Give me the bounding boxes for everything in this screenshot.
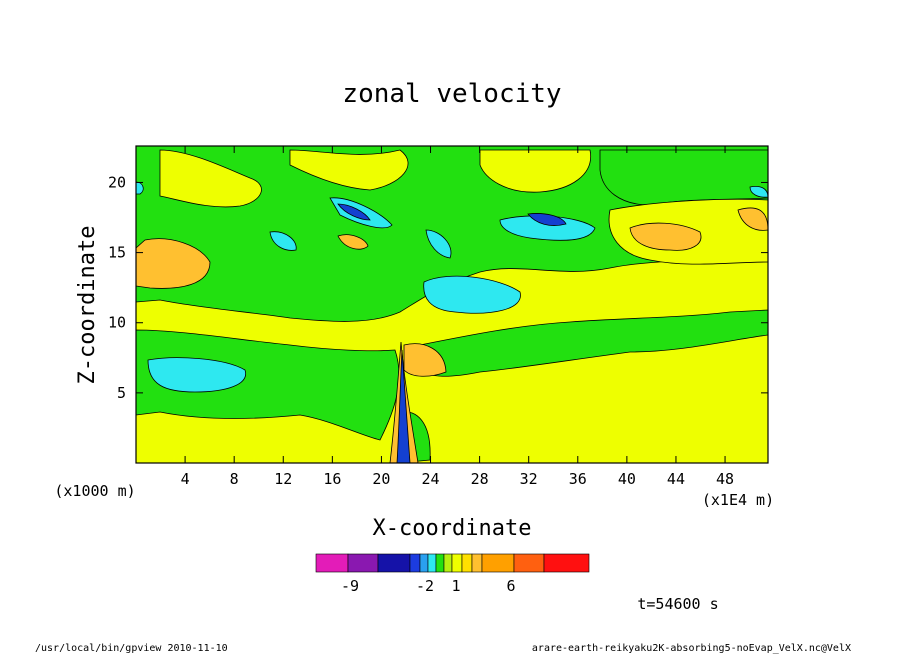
- colorbar-segment: [471, 553, 483, 573]
- y-axis-title: Z-coordinate: [75, 226, 100, 385]
- chart-title: zonal velocity: [342, 79, 561, 109]
- x-axis-title: X-coordinate: [373, 516, 532, 541]
- y-tick-label: 20: [108, 173, 126, 191]
- colorbar-segment: [481, 553, 515, 573]
- time-label: t=54600 s: [637, 595, 718, 613]
- colorbar-segment: [419, 553, 429, 573]
- field-orange-mid: [337, 234, 369, 250]
- x-tick-label: 40: [618, 470, 636, 488]
- colorbar-label: -2: [416, 577, 434, 595]
- footer-right: arare-earth-reikyaku2K-absorbing5-noEvap…: [532, 643, 851, 654]
- colorbar-segment: [451, 553, 463, 573]
- field-green-top-right: [599, 149, 768, 206]
- field-yellow-lobe-3: [479, 149, 592, 193]
- colorbar-segment: [543, 553, 590, 573]
- field-orange-left: [136, 238, 211, 289]
- y-axis-ticks: 5 10 15 20: [108, 173, 768, 402]
- x-tick-label: 44: [667, 470, 685, 488]
- field-orange-right-2: [737, 207, 768, 231]
- field-orange-jet-side: [403, 343, 447, 377]
- colorbar-segment: [347, 553, 379, 573]
- x-tick-label: 36: [569, 470, 587, 488]
- colorbar: [315, 553, 590, 573]
- x-tick-label: 48: [716, 470, 734, 488]
- colorbar-label: -9: [341, 577, 359, 595]
- field-cyan-2: [269, 231, 297, 251]
- colorbar-label: 6: [506, 577, 515, 595]
- plot-frame: [135, 145, 769, 464]
- x-tick-label: 12: [274, 470, 292, 488]
- x-tick-label: 16: [323, 470, 341, 488]
- colorbar-segment: [461, 553, 473, 573]
- x-tick-label: 20: [372, 470, 390, 488]
- field-orange-right-1: [629, 222, 702, 251]
- colorbar-segment: [377, 553, 411, 573]
- field-blue-2: [527, 213, 567, 226]
- colorbar-labels: -9 -2 1 6: [341, 577, 516, 595]
- field-yellow-lobe-2: [289, 149, 409, 191]
- x-axis-ticks: 4 8 12 16 20 24 28 32 36 40 44 48: [181, 146, 734, 488]
- field-green-lower-right: [419, 309, 768, 377]
- field-cyan-lower: [147, 357, 246, 393]
- y-tick-label: 15: [108, 244, 126, 262]
- field-jet-blue: [396, 349, 411, 463]
- footer-left: /usr/local/bin/gpview 2010-11-10: [35, 643, 228, 654]
- field-cyan-3: [425, 229, 452, 259]
- x-unit-note: (x1E4 m): [702, 491, 774, 509]
- y-unit-note: (x1000 m): [54, 482, 135, 500]
- contour-field: [136, 146, 768, 463]
- colorbar-segment: [513, 553, 545, 573]
- x-tick-label: 24: [421, 470, 439, 488]
- field-yellow-lobe-1: [159, 149, 262, 208]
- y-tick-label: 10: [108, 314, 126, 332]
- x-tick-label: 8: [230, 470, 239, 488]
- colorbar-segment: [427, 553, 437, 573]
- colorbar-segment: [315, 553, 349, 573]
- field-cyan-4: [423, 275, 521, 314]
- field-blue-1: [337, 203, 371, 221]
- colorbar-segment: [435, 553, 445, 573]
- field-cyan-6: [749, 186, 768, 198]
- colorbar-segment: [409, 553, 421, 573]
- x-tick-label: 4: [181, 470, 190, 488]
- x-tick-label: 28: [471, 470, 489, 488]
- colorbar-label: 1: [451, 577, 460, 595]
- colorbar-segment: [443, 553, 453, 573]
- y-tick-label: 5: [117, 384, 126, 402]
- x-tick-label: 32: [520, 470, 538, 488]
